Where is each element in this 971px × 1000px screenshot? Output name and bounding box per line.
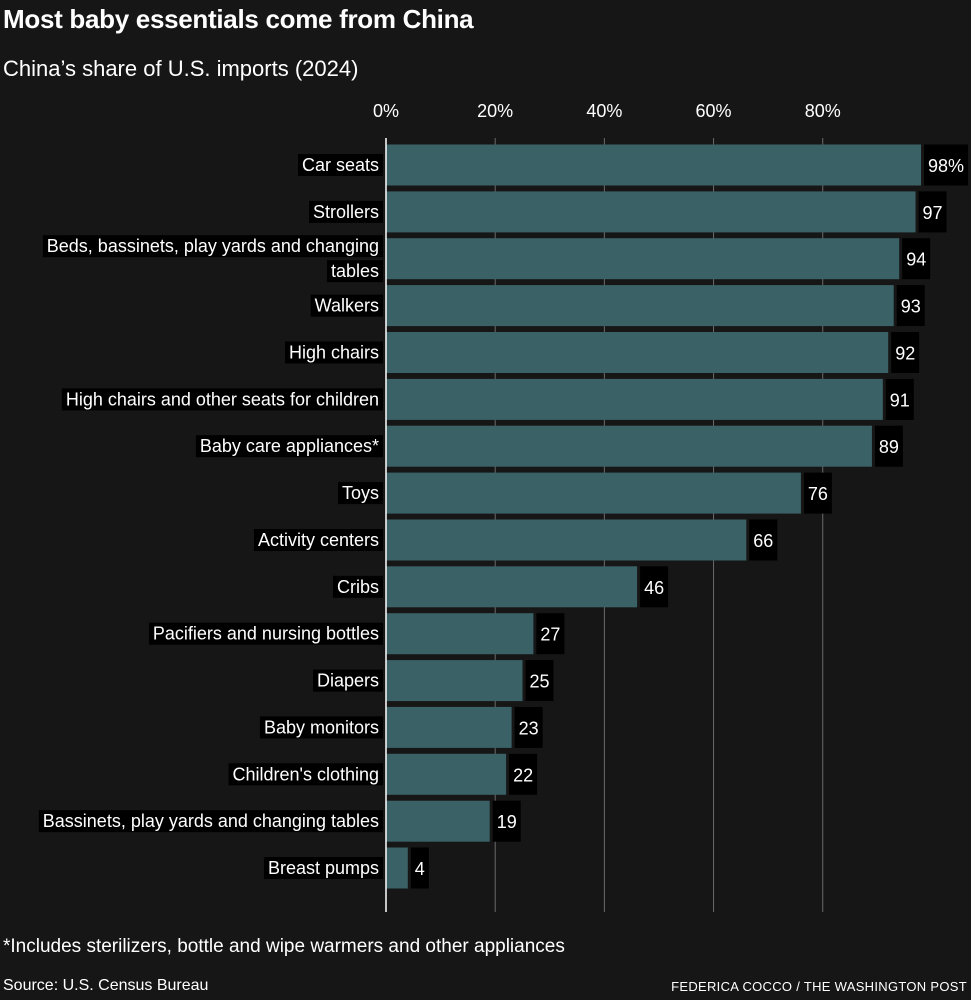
category-label-bg — [285, 341, 383, 364]
bar — [386, 191, 916, 233]
category-label-bg — [309, 200, 383, 223]
category-label: Pacifiers and nursing bottles — [153, 624, 379, 644]
category-label: Activity centers — [258, 530, 379, 550]
category-labels: Car seats Strollers Beds, bassinets, play … — [38, 154, 384, 879]
value-label: 93 — [901, 297, 921, 317]
source-note: Source: U.S. Census Bureau — [3, 977, 209, 994]
value-label: 19 — [497, 812, 517, 832]
value-label-bg — [536, 613, 565, 655]
chart-title: Most baby essentials come from China — [3, 4, 474, 34]
bar — [386, 566, 638, 608]
x-tick-label: 60% — [696, 101, 732, 121]
value-label-bg — [514, 706, 543, 748]
category-label: Beds, bassinets, play yards and changing — [47, 236, 379, 256]
category-label-bg — [333, 575, 383, 598]
category-label: Diapers — [317, 671, 379, 691]
bar — [386, 472, 801, 514]
value-label-bg — [918, 191, 947, 233]
value-label: 66 — [753, 531, 773, 551]
value-label-bg — [896, 285, 925, 327]
bar — [386, 378, 883, 420]
value-label: 92 — [895, 344, 915, 364]
value-label-bg — [492, 800, 521, 842]
category-label-bg — [310, 294, 383, 317]
category-label: Walkers — [315, 296, 379, 316]
x-tick-label: 80% — [805, 101, 841, 121]
category-label-bg — [263, 857, 383, 879]
bar — [386, 613, 534, 655]
bar — [386, 519, 747, 561]
value-label: 94 — [906, 250, 926, 270]
category-label-bg — [259, 716, 383, 739]
bar — [386, 753, 507, 795]
value-label-bg — [640, 566, 669, 608]
credit-line: FEDERICA COCCO / THE WASHINGTON POST — [671, 979, 967, 994]
bars — [386, 144, 921, 889]
category-label-bg — [42, 235, 384, 258]
category-label: Baby monitors — [264, 717, 379, 737]
value-label: 4 — [415, 859, 425, 879]
category-label-bg — [313, 669, 383, 692]
value-label-bg — [874, 425, 903, 467]
x-tick-label: 20% — [477, 101, 513, 121]
value-label-bg — [410, 847, 429, 889]
footnote: *Includes sterilizers, bottle and wipe w… — [3, 936, 565, 957]
category-label-bg — [195, 435, 383, 458]
value-label-bg — [885, 378, 914, 420]
value-label: 22 — [513, 765, 533, 785]
x-axis-ticks: 0% 20% 40% 60% 80% — [373, 101, 841, 121]
value-label: 25 — [530, 672, 550, 692]
value-label: 97 — [923, 203, 943, 223]
value-labels: 98% 97 94 93 92 91 89 76 66 46 27 25 23 22 19 4 — [410, 144, 968, 889]
bar — [386, 144, 921, 186]
category-label: Car seats — [302, 155, 379, 175]
x-tick-label: 40% — [586, 101, 622, 121]
category-label-bg — [338, 482, 383, 505]
category-label: High chairs — [289, 343, 379, 363]
category-label-bg — [61, 388, 384, 411]
category-label: tables — [331, 261, 379, 281]
value-label-bg — [902, 238, 931, 280]
category-label: Children's clothing — [232, 764, 379, 784]
category-label-bg — [228, 763, 383, 786]
bar — [386, 660, 523, 702]
category-label: Bassinets, play yards and changing table… — [43, 811, 379, 831]
value-label-bg — [509, 753, 538, 795]
category-label: Toys — [342, 483, 379, 503]
category-label-bg — [254, 529, 383, 551]
category-label: Baby care appliances* — [200, 436, 379, 456]
value-label-bg — [803, 472, 832, 514]
value-label: 46 — [644, 578, 664, 598]
category-label-bg — [298, 154, 383, 176]
chart-subtitle: China’s share of U.S. imports (2024) — [3, 56, 359, 81]
value-label-bg — [749, 519, 778, 561]
value-label-bg — [525, 660, 554, 702]
value-label: 23 — [519, 718, 539, 738]
category-label-bg — [327, 260, 383, 283]
value-label: 76 — [808, 484, 828, 504]
value-label-bg — [891, 332, 920, 373]
category-label: Strollers — [313, 202, 379, 222]
bar — [386, 238, 900, 280]
value-label: 98% — [928, 156, 964, 176]
category-label: Breast pumps — [268, 858, 379, 878]
value-label: 27 — [540, 625, 560, 645]
x-tick-label: 0% — [373, 101, 399, 121]
bar — [386, 332, 889, 373]
category-label-bg — [38, 810, 384, 833]
category-label-bg — [148, 622, 383, 645]
bar — [386, 425, 872, 467]
value-label: 91 — [890, 390, 910, 410]
bar — [386, 285, 894, 327]
bar — [386, 706, 512, 748]
category-label: Cribs — [337, 577, 379, 597]
value-label-bg — [924, 144, 968, 186]
category-label: High chairs and other seats for children — [66, 389, 379, 409]
value-label: 89 — [879, 437, 899, 457]
bar — [386, 847, 408, 889]
bar — [386, 800, 490, 842]
